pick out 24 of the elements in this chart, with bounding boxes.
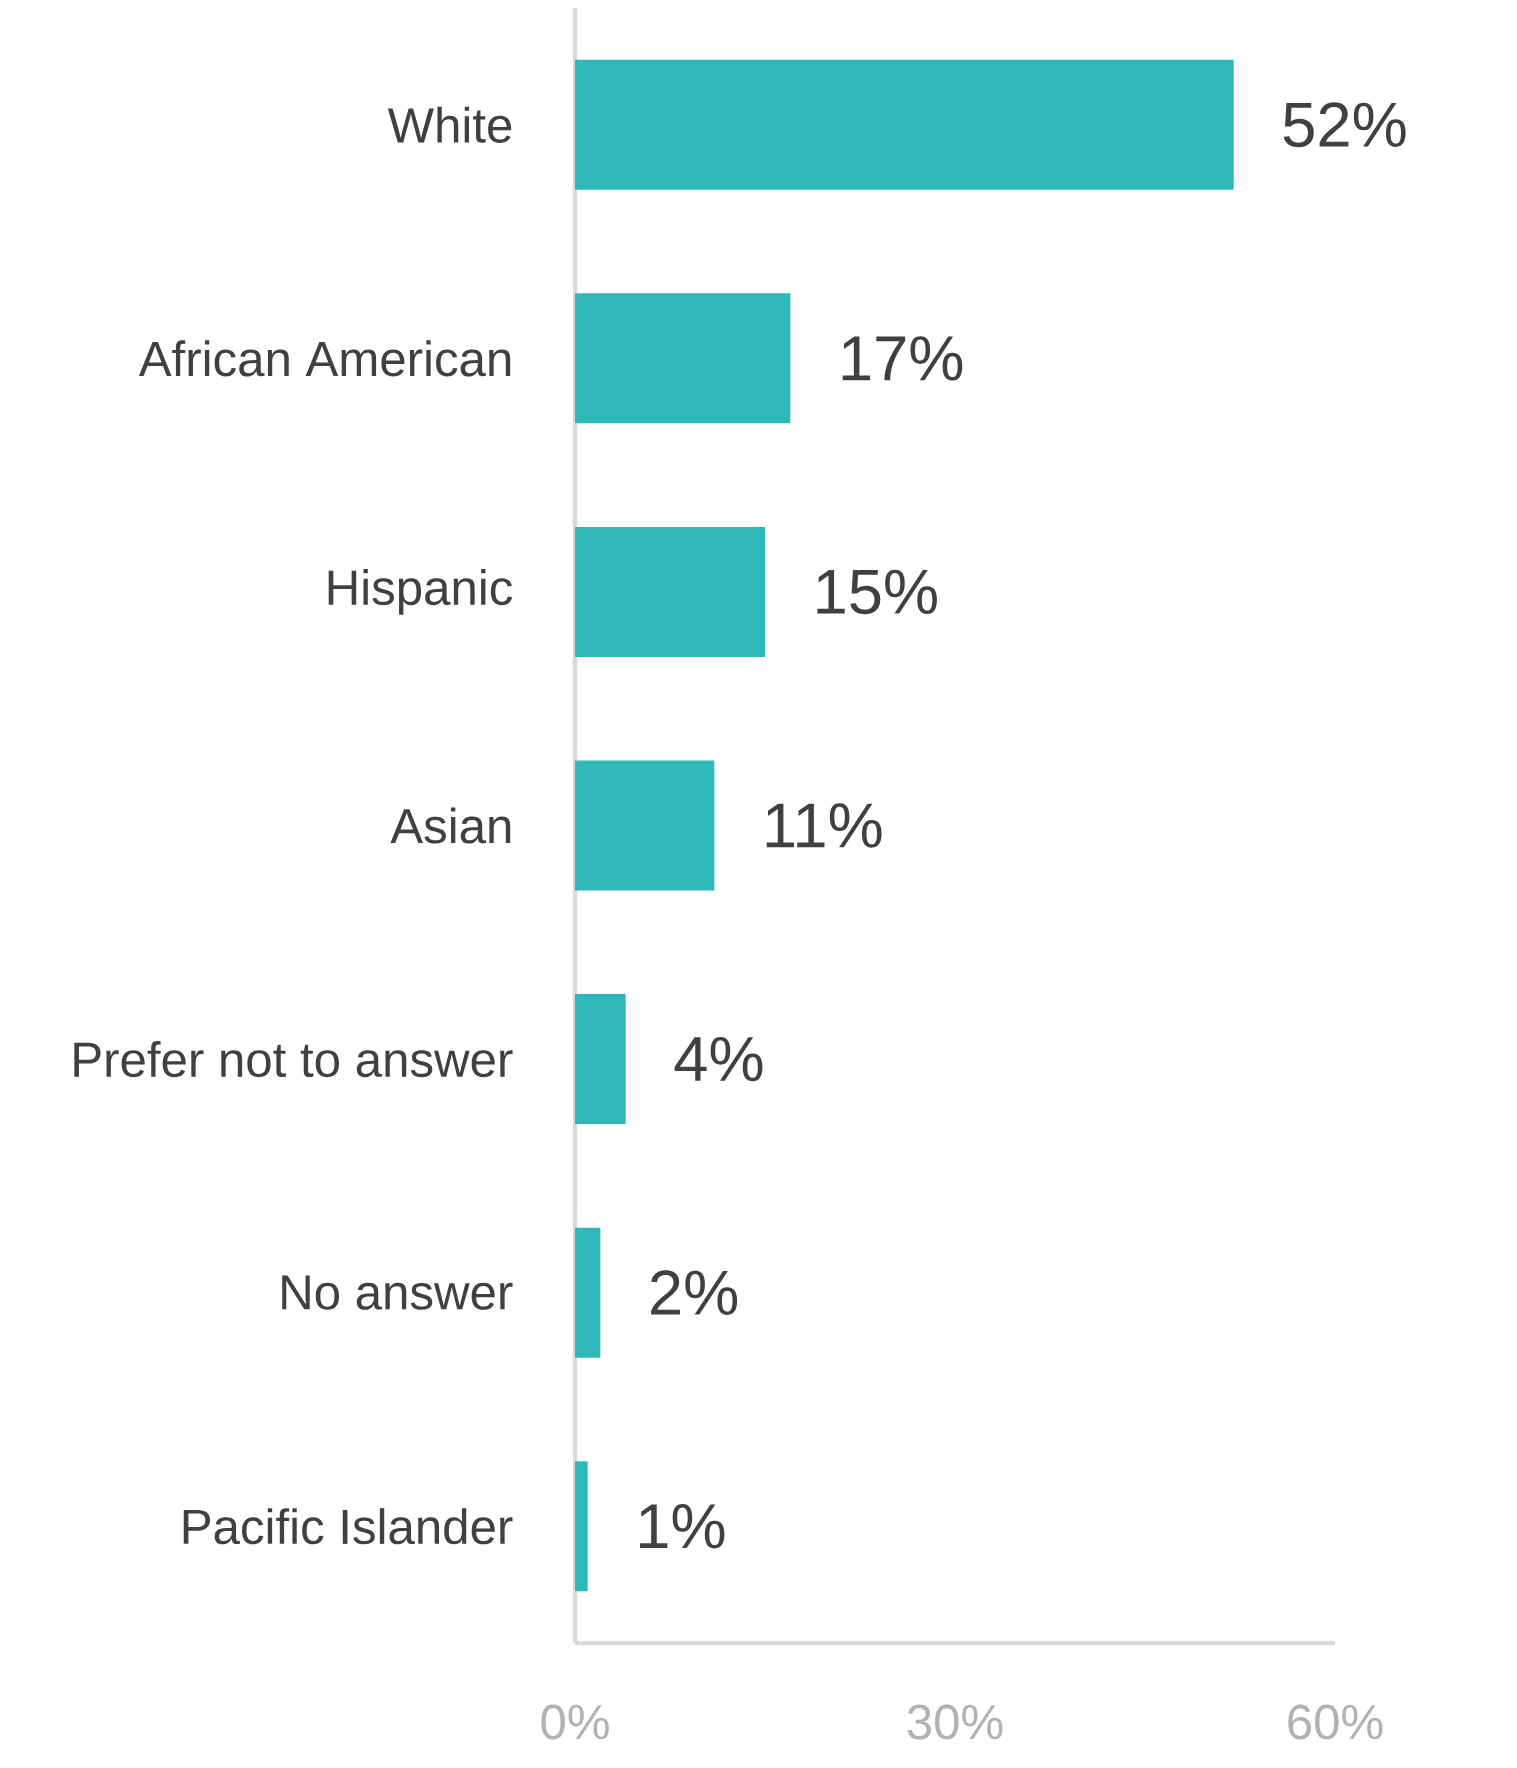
bar	[574, 526, 765, 657]
bar	[574, 760, 715, 891]
y-tick-label: Prefer not to answer	[74, 1041, 513, 1078]
data-label: 1%	[640, 1504, 725, 1549]
y-tick-label: White	[387, 106, 512, 143]
bar	[574, 293, 791, 424]
x-tick-label: 60%	[1288, 1704, 1383, 1740]
data-label: 2%	[651, 1270, 738, 1315]
data-label: 15%	[817, 569, 937, 615]
bar	[574, 994, 626, 1125]
data-label: 17%	[842, 336, 963, 381]
bar	[574, 1461, 588, 1592]
data-label: 11%	[766, 803, 882, 848]
bar	[574, 1227, 601, 1358]
bar	[574, 59, 1234, 190]
x-tick-label: 30%	[907, 1704, 1003, 1740]
y-tick-label: African American	[138, 340, 511, 377]
y-tick-label: Asian	[390, 807, 511, 844]
y-tick-label: Pacific Islander	[183, 1508, 513, 1545]
data-label: 52%	[1283, 102, 1406, 148]
y-tick-label: Hispanic	[328, 569, 513, 615]
y-tick-label: No answer	[282, 1275, 513, 1310]
x-tick-label: 0%	[541, 1704, 609, 1740]
data-label: 4%	[674, 1036, 763, 1082]
